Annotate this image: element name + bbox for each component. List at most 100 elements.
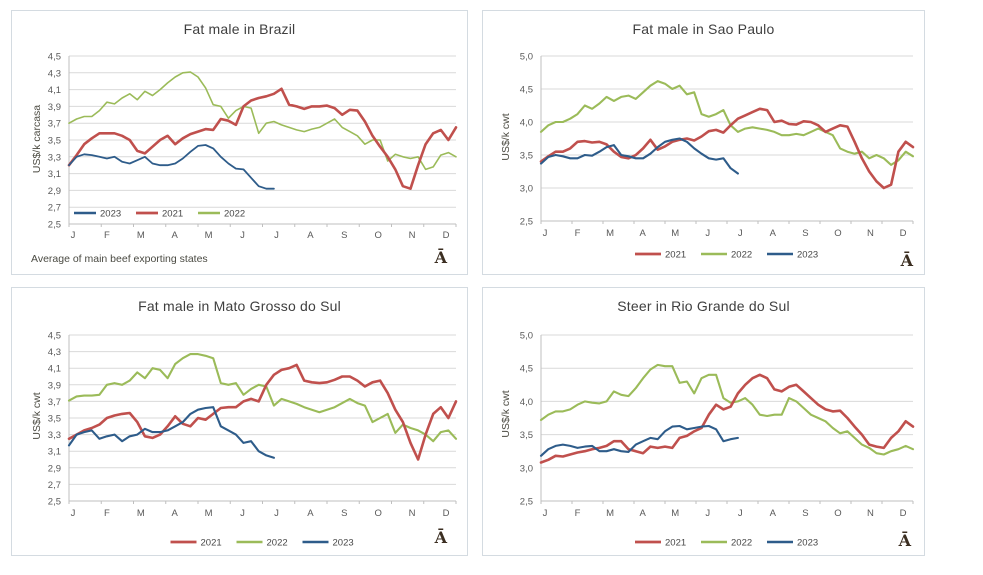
y-tick-label: 3,1 [48,169,61,180]
series-line-2022 [68,71,457,171]
x-month-label: J [543,508,548,519]
chart-footnote: Average of main beef exporting states [31,253,208,265]
x-month-label: N [867,228,874,239]
legend-label-2022: 2022 [224,209,245,220]
x-month-label: A [770,508,777,519]
y-tick-label: 5,0 [520,52,533,63]
chart-panel-mato-grosso-do-sul: Fat male in Mato Grosso do Sul US$/k cwt… [11,287,468,556]
legend-label-2022: 2022 [267,538,288,549]
y-tick-label: 4,3 [48,68,61,79]
y-tick-label: 4,5 [48,52,61,63]
x-month-label: N [409,508,416,519]
x-month-label: S [802,508,808,519]
legend-label-2021: 2021 [201,538,222,549]
x-month-label: A [172,508,179,519]
chart-panel-brazil: Fat male in Brazil US$/k carcasa 4,5 4,3 4… [11,10,468,275]
x-month-label: J [71,508,76,519]
y-tick-label: 4,1 [48,364,61,375]
legend-label-2022: 2022 [731,538,752,549]
x-month-label: M [205,508,213,519]
y-tick-label: 4,0 [520,118,533,129]
y-tick-label: 3,1 [48,447,61,458]
chart-panel-sao-paulo: Fat male in Sao Paulo US$/k cwt 5,0 4,5 4,… [482,10,925,275]
x-month-label: M [205,230,213,241]
x-month-label: J [240,230,245,241]
series-line-2023 [539,137,739,175]
y-tick-label: 3,5 [520,430,533,441]
y-tick-label: 3,3 [48,430,61,441]
y-tick-label: 2,7 [48,480,61,491]
series-line-2023 [68,144,275,190]
x-month-label: S [341,230,347,241]
series-line-2023 [539,424,739,457]
y-tick-label: 3,7 [48,119,61,130]
y-tick-label: 2,5 [520,497,533,508]
y-tick-label: 4,0 [520,397,533,408]
x-month-label: N [409,230,416,241]
y-tick-label: 3,0 [520,184,533,195]
x-month-label: F [575,508,581,519]
x-month-label: O [374,508,381,519]
x-month-label: A [639,508,646,519]
x-month-label: A [770,228,777,239]
x-month-label: A [172,230,179,241]
series-line-2022 [67,353,458,443]
series-line-2021 [539,107,915,190]
x-month-label: J [274,508,279,519]
chart-title: Fat male in Brazil [183,21,296,37]
series-line-2022 [539,80,915,166]
chart-title: Steer in Rio Grande do Sul [617,298,790,314]
chart-title: Fat male in Mato Grosso do Sul [138,298,341,314]
x-month-label: O [374,230,381,241]
legend-label-2023: 2023 [100,209,121,220]
y-tick-label: 4,5 [520,85,533,96]
x-month-label: M [137,508,145,519]
plot-area: 5,0 4,5 4,0 3,5 3,0 2,5 J F M A M J J A S O N D 2021 2022 20… [520,52,915,261]
y-tick-label: 2,5 [48,497,61,508]
y-tick-label: 4,3 [48,347,61,358]
corner-glyph: Ā [434,528,447,547]
x-month-label: N [867,508,874,519]
x-month-label: J [543,228,548,239]
series-line-2021 [67,363,458,461]
y-tick-label: 2,9 [48,463,61,474]
x-month-label: F [104,230,110,241]
x-month-label: J [738,508,743,519]
corner-glyph: Ā [434,248,447,267]
legend-label-2022: 2022 [731,250,752,261]
x-month-label: D [900,228,907,239]
x-month-label: A [307,508,314,519]
y-tick-label: 3,9 [48,380,61,391]
y-tick-label: 3,9 [48,102,61,113]
y-tick-label: 5,0 [520,331,533,342]
corner-glyph: Ā [900,251,913,270]
corner-glyph: Ā [898,531,911,550]
x-month-label: J [705,228,710,239]
legend-label-2021: 2021 [162,209,183,220]
plot-area: 5,0 4,5 4,0 3,5 3,0 2,5 J F M A M J J A S O N D 2021 2022 20… [520,331,915,549]
x-month-label: D [443,508,450,519]
y-tick-label: 2,9 [48,186,61,197]
x-month-label: M [137,230,145,241]
x-month-label: S [341,508,347,519]
y-tick-label: 3,7 [48,397,61,408]
series-line-2022 [539,363,915,456]
series-line-2023 [67,406,275,459]
x-month-label: O [834,228,841,239]
x-month-label: D [443,230,450,241]
plot-area: 4,5 4,3 4,1 3,9 3,7 3,5 3,3 3,1 2,9 2,7 2,5 J F M A M J J… [48,331,458,549]
x-month-label: A [307,230,314,241]
chart-panel-rio-grande-do-sul: Steer in Rio Grande do Sul US$/k cwt 5,0… [482,287,925,556]
plot-area: 4,5 4,3 4,1 3,9 3,7 3,5 3,3 3,1 2,9 2,7 2,5 J F M A M J J… [48,52,458,241]
y-tick-label: 4,5 [520,364,533,375]
y-tick-label: 3,5 [48,136,61,147]
x-month-label: J [71,230,76,241]
series-line-2021 [67,87,458,190]
y-tick-label: 3,0 [520,463,533,474]
legend-label-2021: 2021 [665,538,686,549]
x-month-label: O [834,508,841,519]
x-month-label: J [240,508,245,519]
legend-label-2021: 2021 [665,250,686,261]
y-tick-label: 3,5 [48,414,61,425]
